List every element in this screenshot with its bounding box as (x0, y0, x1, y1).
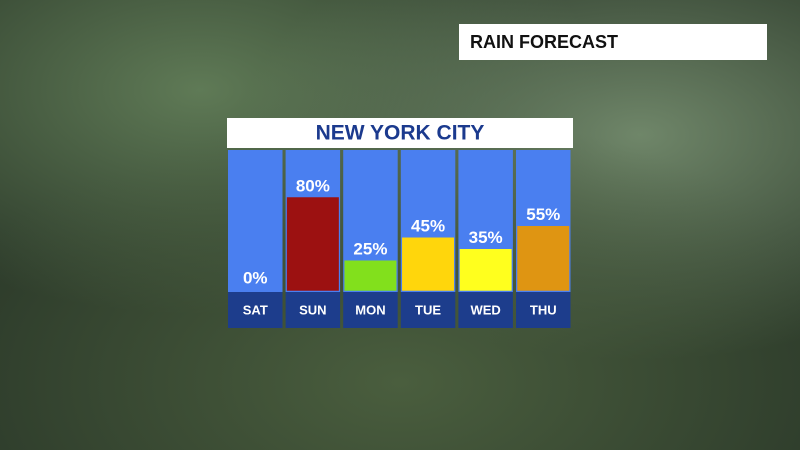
bar (344, 260, 397, 291)
bar (286, 197, 339, 291)
day-panel (516, 292, 571, 328)
value-label: 80% (296, 176, 330, 195)
value-label: 45% (411, 217, 445, 236)
value-label: 55% (526, 205, 560, 224)
bar (459, 249, 512, 291)
x-tick-label: MON (355, 302, 385, 317)
value-label: 35% (469, 228, 503, 247)
bar (402, 237, 455, 291)
chart-title: NEW YORK CITY (316, 122, 485, 145)
day-panel (285, 292, 341, 328)
title-box (227, 118, 573, 148)
day-panel (400, 292, 456, 328)
header-box (459, 24, 767, 60)
x-tick-label: SUN (299, 302, 326, 317)
day-panel (228, 292, 283, 328)
x-tick-label: SAT (243, 302, 268, 317)
day-panel (458, 292, 513, 328)
value-label: 25% (353, 240, 387, 259)
x-tick-label: THU (530, 302, 557, 317)
x-tick-label: WED (470, 302, 500, 317)
bar (517, 226, 570, 291)
header-title: RAIN FORECAST (470, 32, 618, 52)
x-tick-label: TUE (415, 302, 441, 317)
day-panel (343, 292, 398, 328)
value-label: 0% (243, 268, 268, 287)
column-panel (228, 150, 283, 292)
